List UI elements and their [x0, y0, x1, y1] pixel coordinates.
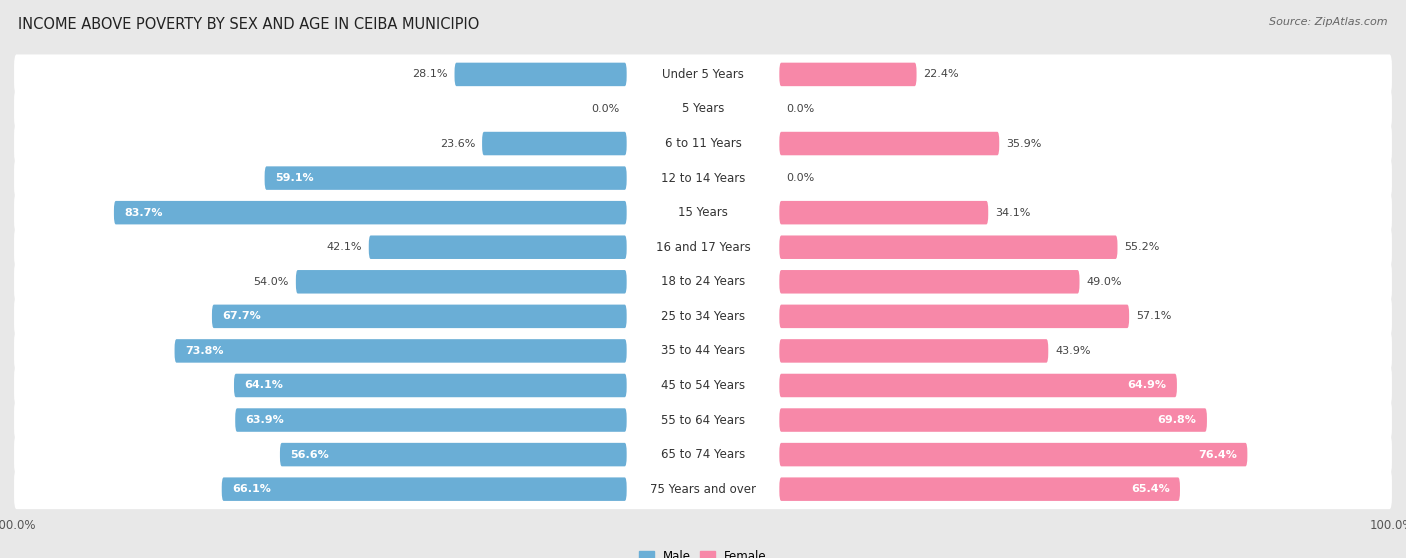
FancyBboxPatch shape	[14, 193, 1392, 233]
Text: 18 to 24 Years: 18 to 24 Years	[661, 275, 745, 288]
Text: 65 to 74 Years: 65 to 74 Years	[661, 448, 745, 461]
FancyBboxPatch shape	[779, 408, 1206, 432]
FancyBboxPatch shape	[779, 443, 1247, 466]
Text: 65.4%: 65.4%	[1130, 484, 1170, 494]
Text: 63.9%: 63.9%	[246, 415, 284, 425]
Text: 35 to 44 Years: 35 to 44 Years	[661, 344, 745, 358]
Text: 49.0%: 49.0%	[1087, 277, 1122, 287]
FancyBboxPatch shape	[14, 331, 1392, 371]
Legend: Male, Female: Male, Female	[634, 545, 772, 558]
Text: 64.9%: 64.9%	[1128, 381, 1167, 391]
Text: 25 to 34 Years: 25 to 34 Years	[661, 310, 745, 323]
Text: 59.1%: 59.1%	[276, 173, 314, 183]
Text: 0.0%: 0.0%	[786, 104, 814, 114]
Text: 55 to 64 Years: 55 to 64 Years	[661, 413, 745, 426]
Text: 55.2%: 55.2%	[1125, 242, 1160, 252]
Text: 75 Years and over: 75 Years and over	[650, 483, 756, 496]
Text: 67.7%: 67.7%	[222, 311, 262, 321]
FancyBboxPatch shape	[779, 305, 1129, 328]
FancyBboxPatch shape	[14, 435, 1392, 475]
FancyBboxPatch shape	[482, 132, 627, 155]
FancyBboxPatch shape	[368, 235, 627, 259]
FancyBboxPatch shape	[779, 201, 988, 224]
FancyBboxPatch shape	[114, 201, 627, 224]
FancyBboxPatch shape	[14, 400, 1392, 440]
FancyBboxPatch shape	[779, 132, 1000, 155]
FancyBboxPatch shape	[779, 235, 1118, 259]
Text: Source: ZipAtlas.com: Source: ZipAtlas.com	[1270, 17, 1388, 27]
Text: 15 Years: 15 Years	[678, 206, 728, 219]
FancyBboxPatch shape	[14, 89, 1392, 129]
Text: 5 Years: 5 Years	[682, 103, 724, 116]
Text: 64.1%: 64.1%	[245, 381, 283, 391]
Text: 57.1%: 57.1%	[1136, 311, 1171, 321]
FancyBboxPatch shape	[779, 270, 1080, 294]
Text: Under 5 Years: Under 5 Years	[662, 68, 744, 81]
FancyBboxPatch shape	[779, 339, 1049, 363]
FancyBboxPatch shape	[233, 374, 627, 397]
FancyBboxPatch shape	[14, 262, 1392, 302]
FancyBboxPatch shape	[212, 305, 627, 328]
FancyBboxPatch shape	[14, 123, 1392, 163]
Text: 43.9%: 43.9%	[1054, 346, 1091, 356]
Text: 76.4%: 76.4%	[1198, 450, 1237, 460]
FancyBboxPatch shape	[454, 62, 627, 86]
FancyBboxPatch shape	[222, 478, 627, 501]
FancyBboxPatch shape	[779, 374, 1177, 397]
FancyBboxPatch shape	[14, 296, 1392, 336]
FancyBboxPatch shape	[14, 227, 1392, 267]
FancyBboxPatch shape	[264, 166, 627, 190]
FancyBboxPatch shape	[779, 62, 917, 86]
Text: 35.9%: 35.9%	[1007, 138, 1042, 148]
Text: 6 to 11 Years: 6 to 11 Years	[665, 137, 741, 150]
Text: 45 to 54 Years: 45 to 54 Years	[661, 379, 745, 392]
Text: 23.6%: 23.6%	[440, 138, 475, 148]
FancyBboxPatch shape	[174, 339, 627, 363]
FancyBboxPatch shape	[14, 365, 1392, 406]
Text: 73.8%: 73.8%	[186, 346, 224, 356]
Text: 66.1%: 66.1%	[232, 484, 271, 494]
Text: INCOME ABOVE POVERTY BY SEX AND AGE IN CEIBA MUNICIPIO: INCOME ABOVE POVERTY BY SEX AND AGE IN C…	[18, 17, 479, 32]
FancyBboxPatch shape	[14, 55, 1392, 94]
Text: 56.6%: 56.6%	[290, 450, 329, 460]
Text: 42.1%: 42.1%	[326, 242, 361, 252]
FancyBboxPatch shape	[280, 443, 627, 466]
Text: 54.0%: 54.0%	[253, 277, 290, 287]
Text: 83.7%: 83.7%	[124, 208, 163, 218]
FancyBboxPatch shape	[14, 469, 1392, 509]
Text: 0.0%: 0.0%	[592, 104, 620, 114]
FancyBboxPatch shape	[235, 408, 627, 432]
FancyBboxPatch shape	[14, 158, 1392, 198]
FancyBboxPatch shape	[779, 478, 1180, 501]
FancyBboxPatch shape	[295, 270, 627, 294]
Text: 16 and 17 Years: 16 and 17 Years	[655, 240, 751, 254]
Text: 69.8%: 69.8%	[1157, 415, 1197, 425]
Text: 0.0%: 0.0%	[786, 173, 814, 183]
Text: 22.4%: 22.4%	[924, 69, 959, 79]
Text: 12 to 14 Years: 12 to 14 Years	[661, 172, 745, 185]
Text: 28.1%: 28.1%	[412, 69, 447, 79]
Text: 34.1%: 34.1%	[995, 208, 1031, 218]
